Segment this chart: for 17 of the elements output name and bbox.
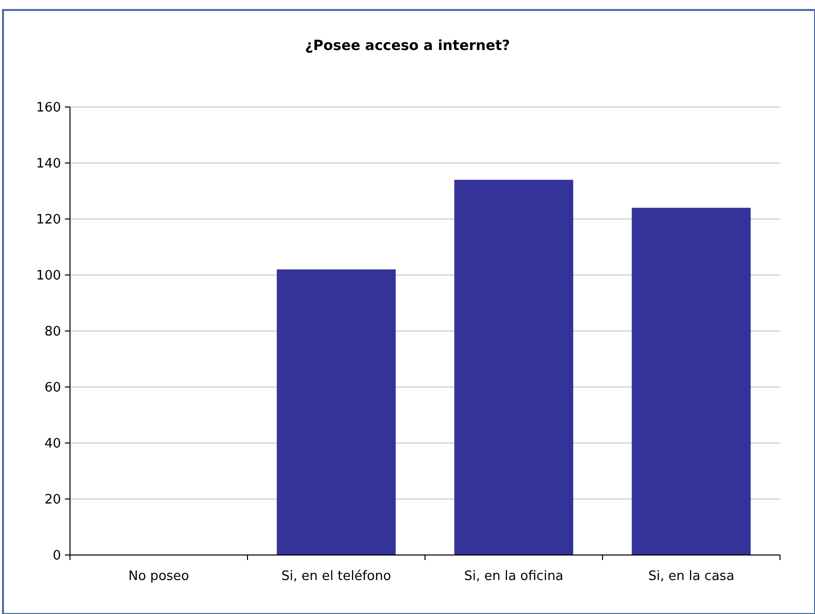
x-tick-label: No poseo [128,569,190,584]
y-tick-label: 40 [44,436,61,452]
y-tick-label: 20 [44,492,61,508]
y-tick-label: 80 [44,324,61,340]
bar [454,180,574,555]
y-tick-label: 60 [44,380,61,396]
y-tick-label: 0 [52,548,61,564]
x-tick-label: Si, en el teléfono [281,569,392,584]
y-tick-label: 140 [36,156,61,172]
bar [632,208,751,555]
y-tick-label: 120 [36,212,61,228]
x-tick-label: Si, en la oficina [464,569,564,584]
x-tick-label: Si, en la casa [648,569,734,584]
y-tick-label: 160 [36,100,61,116]
bar [276,269,396,555]
chart-title: ¿Posee acceso a internet? [304,38,510,54]
y-tick-label: 100 [36,268,61,284]
